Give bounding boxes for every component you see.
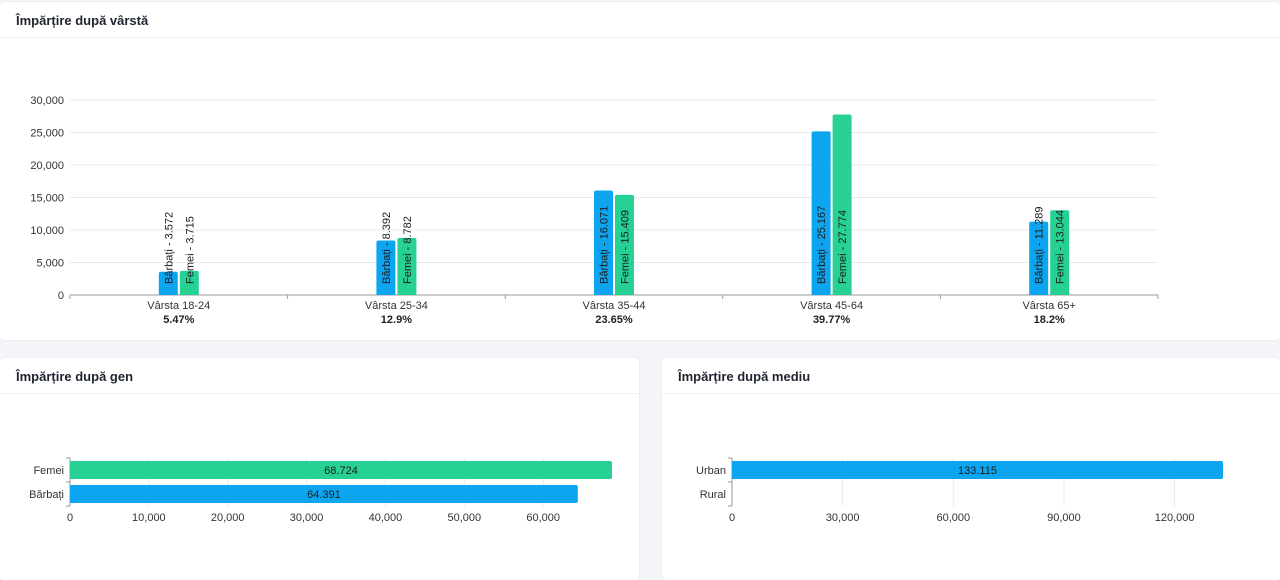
bar-data-label: Bărbați - 16.071 — [599, 206, 611, 284]
x-tick-label: 30,000 — [290, 512, 324, 524]
bar-women — [615, 194, 634, 295]
bar-men — [594, 190, 613, 295]
bar — [70, 461, 612, 479]
bar-data-label: Femei - 15.409 — [620, 210, 632, 284]
x-tick-label: 60,000 — [936, 512, 970, 524]
y-tick-label: 5,000 — [36, 258, 64, 270]
x-tick-label: 40,000 — [369, 512, 403, 524]
bar-data-label: Femei - 27.774 — [837, 210, 849, 284]
card-header: Împărțire după vârstă — [0, 2, 1280, 38]
gender-chart-title: Împărțire după gen — [16, 369, 134, 384]
x-category-label: Vârsta 18-24 — [147, 300, 210, 312]
x-tick-label: 10,000 — [132, 512, 166, 524]
bar-data-label: Bărbați - 11.289 — [1034, 207, 1046, 284]
bar-women — [397, 237, 417, 295]
y-tick-label: 30,000 — [30, 95, 64, 107]
x-tick-label: 30,000 — [826, 512, 860, 524]
category-percentage-label: 12.9% — [381, 314, 412, 326]
bar-data-label: 68.724 — [324, 465, 358, 477]
bar — [732, 461, 1223, 479]
bar-women — [1050, 210, 1070, 295]
bar-men — [158, 271, 178, 295]
environment-bar-chart: 0 30,000 60,000 90,000 120,000 Urban 133.115 Ru… — [696, 457, 1223, 524]
bar-data-label: Bărbați - 25.167 — [816, 206, 828, 284]
card-header: Împărțire după gen — [0, 358, 639, 394]
bar-women — [179, 270, 199, 295]
category-percentage-label: 18.2% — [1034, 314, 1065, 326]
y-tick-label: 25,000 — [30, 128, 64, 140]
gender-bar-chart: 0 10,000 20,000 30,000 40,000 50,000 60,000 Fem… — [29, 457, 612, 524]
age-bar-chart: 0 5,000 10,000 15,000 20,000 25,000 30,000 Bărb… — [30, 95, 1159, 326]
bar-data-label: Femei - 13.044 — [1055, 210, 1067, 284]
bar-data-label: 64.391 — [307, 489, 341, 501]
bar-data-label: Bărbați - 8.392 — [381, 212, 393, 284]
category-percentage-label: 23.65% — [595, 314, 633, 326]
x-tick-label: 0 — [729, 512, 735, 524]
gender-chart-card: Împărțire după gen 0 10,000 20,000 30,000 40… — [0, 358, 639, 580]
x-category-label: Vârsta 45-64 — [800, 300, 863, 312]
x-tick-label: 120,000 — [1155, 512, 1195, 524]
x-tick-label: 20,000 — [211, 512, 245, 524]
y-category-label: Rural — [700, 489, 726, 501]
environment-chart-title: Împărțire după mediu — [678, 369, 811, 384]
x-category-label: Vârsta 65+ — [1022, 300, 1076, 312]
y-tick-label: 10,000 — [30, 225, 64, 237]
x-tick-label: 90,000 — [1047, 512, 1081, 524]
bar-data-label: 133.115 — [958, 465, 997, 477]
age-chart-card: Împărțire după vârstă 0 5,000 10,000 15,000… — [0, 2, 1280, 340]
bar-women — [832, 114, 852, 296]
y-category-label: Bărbați — [29, 489, 64, 501]
environment-chart-card: Împărțire după mediu 0 30,000 60,000 90,000… — [662, 358, 1280, 580]
x-category-label: Vârsta 25-34 — [365, 300, 428, 312]
card-header: Împărțire după mediu — [662, 358, 1280, 394]
bar-data-label: Femei - 8.782 — [402, 216, 414, 284]
y-category-label: Urban — [696, 465, 726, 477]
y-tick-label: 20,000 — [30, 160, 64, 172]
bar-data-label: Femei - 3.715 — [184, 216, 196, 284]
category-percentage-label: 39.77% — [813, 314, 851, 326]
bar-data-label: Bărbați - 3.572 — [163, 212, 175, 284]
bar-men — [811, 131, 831, 295]
age-chart-title: Împărțire după vârstă — [16, 13, 149, 28]
category-percentage-label: 5.47% — [163, 314, 194, 326]
bar-men — [1029, 221, 1049, 295]
y-tick-label: 15,000 — [30, 193, 64, 205]
y-tick-label: 0 — [58, 290, 64, 302]
x-category-label: Vârsta 35-44 — [583, 300, 646, 312]
x-tick-label: 50,000 — [448, 512, 482, 524]
x-tick-label: 0 — [67, 512, 73, 524]
bar — [70, 485, 578, 503]
x-tick-label: 60,000 — [526, 512, 560, 524]
y-category-label: Femei — [33, 465, 64, 477]
bar-men — [376, 240, 396, 295]
